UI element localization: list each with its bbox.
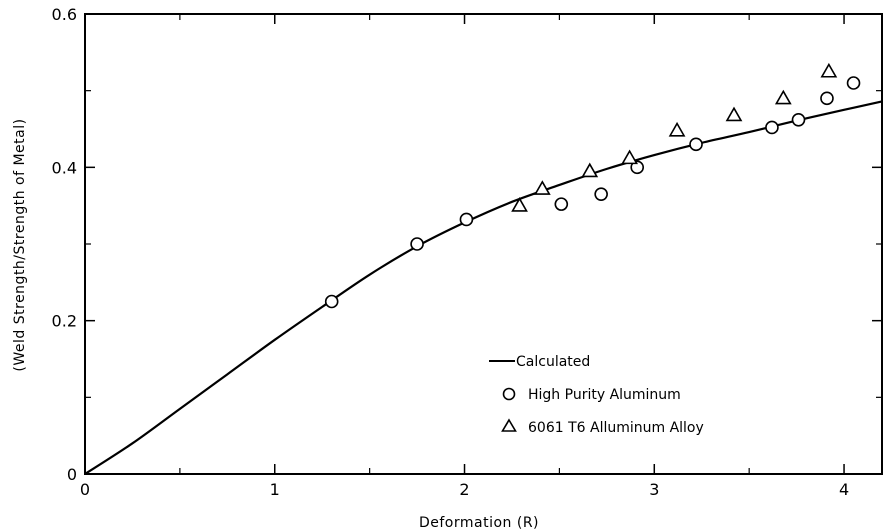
- circle-point: [324, 294, 339, 309]
- tick-labels: 0 1 2 3 4 0 0.2 0.4 0.6: [52, 5, 850, 499]
- triangle-point: [820, 62, 838, 78]
- legend-label-6061-t6-alloy: 6061 T6 Alluminum Alloy: [528, 420, 704, 436]
- legend-label-calculated: Calculated: [516, 354, 590, 370]
- circle-point: [459, 212, 474, 227]
- x-tick-label: 3: [649, 480, 659, 499]
- circle-point: [765, 120, 779, 135]
- y-axis-title: (Weld Strength/Strength of Metal): [12, 118, 28, 371]
- x-tick-label: 2: [459, 480, 469, 499]
- legend-circle-swatch: [502, 387, 516, 401]
- plot-frame: [84, 13, 883, 475]
- circle-point: [594, 187, 608, 201]
- circle-point: [820, 91, 834, 106]
- circle-point: [846, 76, 861, 90]
- x-tick-label: 1: [270, 480, 280, 499]
- triangle-point: [774, 89, 792, 105]
- x-tick-label: 4: [839, 480, 849, 499]
- y-tick-label: 0.2: [52, 312, 77, 331]
- triangle-point: [581, 162, 599, 178]
- triangle-point: [668, 121, 686, 137]
- x-tick-label: 0: [80, 480, 90, 499]
- data-markers: [324, 62, 861, 309]
- triangle-point: [511, 197, 528, 212]
- legend-triangle-swatch: [501, 418, 517, 432]
- circle-point: [554, 197, 569, 211]
- y-tick-label: 0.6: [52, 5, 77, 24]
- triangle-point: [533, 180, 551, 195]
- triangle-point: [621, 149, 638, 165]
- legend: Calculated High Purity Aluminum 6061 T6 …: [489, 354, 704, 436]
- circle-point: [791, 113, 806, 127]
- y-tick-label: 0: [67, 465, 77, 484]
- circle-point: [689, 137, 703, 152]
- x-axis-title: Deformation (R): [419, 515, 539, 531]
- y-tick-label: 0.4: [52, 158, 77, 177]
- axis-ticks: [84, 13, 882, 475]
- legend-label-high-purity-aluminum: High Purity Aluminum: [528, 387, 681, 403]
- triangle-point: [725, 106, 743, 122]
- calculated-curve: [84, 100, 883, 475]
- circle-point: [630, 160, 645, 175]
- circle-point: [410, 237, 424, 251]
